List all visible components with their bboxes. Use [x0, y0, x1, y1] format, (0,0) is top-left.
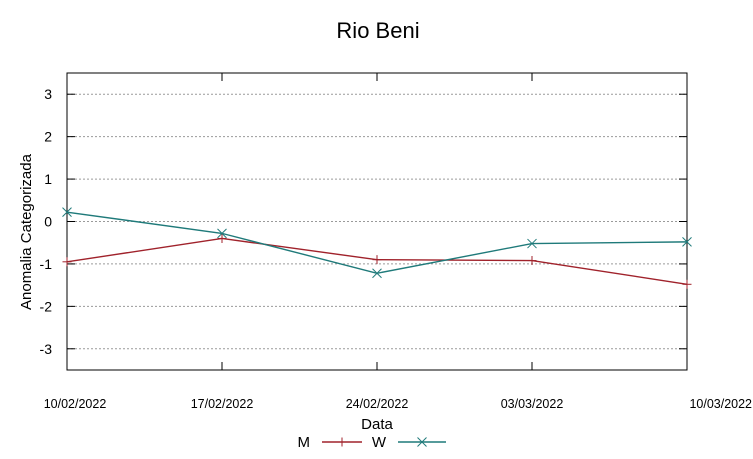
- x-axis-label: Data: [361, 416, 393, 433]
- y-tick-label: -2: [40, 298, 53, 314]
- legend-label-M: M: [298, 434, 311, 451]
- plot-frame: [66, 72, 688, 371]
- legend-marker-W: [417, 437, 427, 447]
- y-tick-label: -3: [40, 341, 53, 357]
- x-tick-label: 10/03/2022: [689, 397, 752, 411]
- data-point-W: [527, 238, 537, 249]
- y-axis-ticks: 3 2 1 0 -1 -2 -3: [40, 86, 687, 357]
- x-tick-label: 10/02/2022: [44, 397, 107, 411]
- data-point-W: [682, 237, 692, 247]
- y-tick-label: 1: [44, 171, 52, 187]
- series-M: [62, 233, 692, 289]
- data-point-W: [62, 207, 72, 218]
- data-point-W: [372, 268, 382, 279]
- legend-label-W: W: [372, 434, 387, 451]
- x-axis-ticks: 10/02/2022 17/02/2022 24/02/2022 03/03/2022…: [44, 73, 752, 411]
- grid: [67, 93, 687, 350]
- x-tick-label: 03/03/2022: [501, 397, 564, 411]
- y-tick-label: 0: [44, 214, 52, 230]
- y-tick-label: 3: [44, 86, 52, 102]
- x-tick-label: 17/02/2022: [191, 397, 254, 411]
- x-tick-label: 24/02/2022: [346, 397, 409, 411]
- chart-title: Rio Beni: [336, 18, 419, 43]
- y-tick-label: -1: [40, 256, 53, 272]
- series-W: [62, 207, 692, 279]
- series-layer: [62, 207, 692, 289]
- y-axis-label: Anomalia Categorizada: [18, 153, 35, 310]
- data-point-W: [217, 228, 227, 239]
- y-tick-label: 2: [44, 129, 52, 145]
